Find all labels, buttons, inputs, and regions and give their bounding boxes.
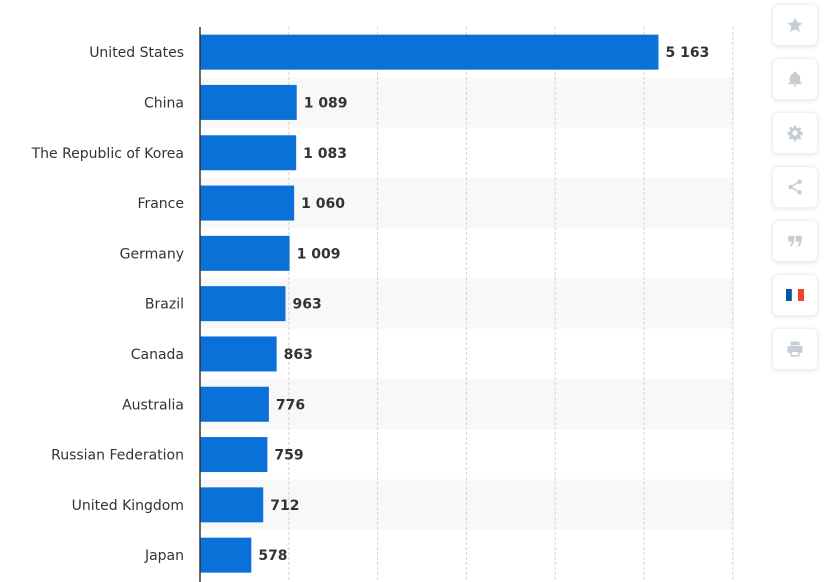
tool-sidebar: [772, 4, 818, 382]
cite-button[interactable]: [772, 220, 818, 262]
category-label: Russian Federation: [51, 448, 184, 464]
category-label: Japan: [144, 548, 184, 564]
category-label: Brazil: [145, 297, 184, 313]
print-button[interactable]: [772, 328, 818, 370]
value-label: 963: [293, 297, 322, 313]
star-icon: [787, 17, 803, 32]
bar[interactable]: [200, 537, 252, 573]
bar[interactable]: [200, 185, 295, 221]
share-icon: [788, 179, 802, 195]
language-button[interactable]: [772, 274, 818, 316]
category-label: China: [144, 95, 184, 111]
value-label: 1 089: [304, 95, 348, 111]
bar[interactable]: [200, 386, 269, 422]
value-label: 776: [276, 397, 305, 413]
quote-icon: [788, 235, 802, 247]
gridlines: [288, 27, 734, 582]
flag-fr-icon: [786, 288, 804, 302]
value-label: 712: [270, 498, 299, 514]
value-labels: 5 163 1 089 1 083 1 060 1 009 963 863 776 759 712…: [258, 45, 709, 564]
bar-chart: United States China The Republic of Korea F…: [31, 27, 734, 582]
category-label: Germany: [120, 246, 184, 262]
bars: [200, 34, 659, 573]
share-button[interactable]: [772, 166, 818, 208]
print-icon: [787, 341, 803, 357]
bar[interactable]: [200, 336, 277, 372]
bar[interactable]: [200, 437, 268, 473]
bar[interactable]: [200, 286, 286, 322]
bell-icon: [788, 71, 802, 87]
gear-icon: [787, 125, 803, 142]
value-label: 5 163: [665, 45, 709, 61]
value-label: 1 060: [301, 196, 345, 212]
bar[interactable]: [200, 235, 290, 271]
category-label: United States: [89, 45, 184, 61]
bar[interactable]: [200, 84, 297, 120]
value-label: 863: [284, 347, 313, 363]
value-label: 578: [258, 548, 287, 564]
category-label: The Republic of Korea: [31, 146, 184, 162]
notification-button[interactable]: [772, 58, 818, 100]
category-label: United Kingdom: [72, 498, 184, 514]
category-label: Canada: [131, 347, 184, 363]
category-labels: United States China The Republic of Korea F…: [31, 45, 184, 564]
value-label: 1 083: [303, 146, 347, 162]
bar[interactable]: [200, 487, 264, 523]
bar[interactable]: [200, 34, 659, 70]
bar[interactable]: [200, 135, 297, 171]
category-label: Australia: [122, 397, 184, 413]
value-label: 759: [274, 448, 303, 464]
favorite-button[interactable]: [772, 4, 818, 46]
value-label: 1 009: [297, 246, 341, 262]
settings-button[interactable]: [772, 112, 818, 154]
category-label: France: [137, 196, 184, 212]
